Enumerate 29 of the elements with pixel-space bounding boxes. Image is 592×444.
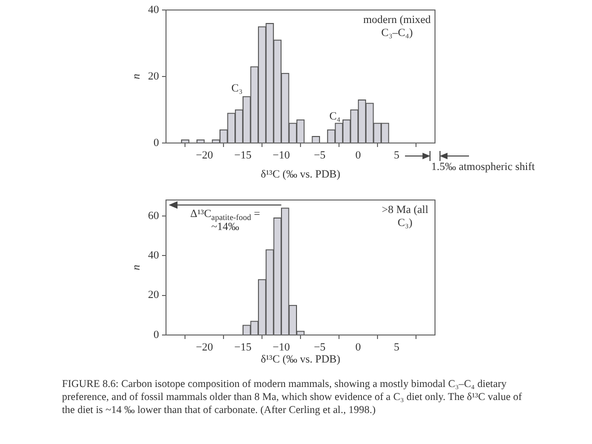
x-axis-title: δ¹³C (‰ vs. PDB) <box>260 168 341 180</box>
y-axis-title: n <box>130 73 142 80</box>
x-tick-label: −5 <box>314 341 326 354</box>
x-tick-label: −15 <box>234 149 252 162</box>
x-tick-label: 0 <box>355 341 362 354</box>
y-tick-label: 0 <box>154 328 160 341</box>
x-tick-label: 0 <box>355 149 362 162</box>
y-tick-label: 20 <box>148 289 160 302</box>
x-tick-label: −5 <box>314 149 326 162</box>
x-tick-label: −20 <box>196 341 214 354</box>
y-tick-label: 20 <box>148 70 160 82</box>
annotation: >8 Ma (all C₃) <box>382 204 428 229</box>
text: 1.5‰ atmospheric shift <box>431 160 535 173</box>
y-tick-label: 40 <box>148 4 160 16</box>
annotation: modern (mixed C₃–C₄) <box>363 14 432 39</box>
x-tick-label: −20 <box>196 149 214 162</box>
x-tick-label: −10 <box>272 341 290 354</box>
annotation: C₄ <box>329 110 341 122</box>
x-axis-title: δ¹³C (‰ vs. PDB) <box>260 353 341 366</box>
y-tick-label: 40 <box>148 249 160 262</box>
x-tick-label: 5 <box>394 149 400 162</box>
x-tick-label: 5 <box>394 341 400 354</box>
y-tick-label: 0 <box>154 136 160 149</box>
annotation: C₃ <box>231 82 243 94</box>
x-tick-label: −10 <box>272 149 290 162</box>
caption: FIGURE 8.6: Carbon isotope composition of modern mammals, showing a mostly bimodal C₃–C₄ dietary preference, and of fossil mammals older than 8 Ma, which show evidence of a C₃ diet only. The δ¹³C value of the diet is ~14 ‰ lower than that of carbonate. (After Cerling et al., 1998.) <box>62 378 523 417</box>
x-tick-label: −15 <box>234 341 252 354</box>
y-tick-label: 60 <box>148 210 160 222</box>
y-axis-title: n <box>130 264 142 270</box>
